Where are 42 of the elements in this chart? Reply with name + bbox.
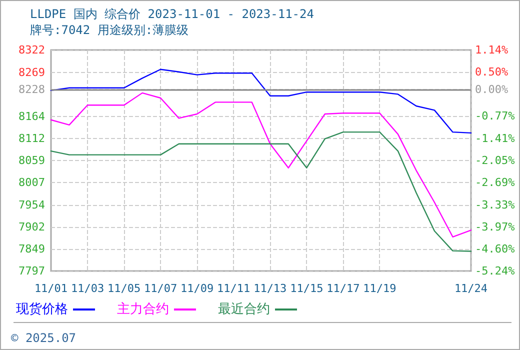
x-tick-label: 11/17 — [326, 282, 360, 295]
line-series — [50, 92, 472, 238]
x-tick-label: 11/03 — [70, 282, 104, 295]
line-series — [50, 68, 472, 134]
x-tick-label: 11/19 — [363, 282, 396, 295]
line-series — [50, 131, 472, 252]
x-tick-label: 11/01 — [34, 282, 68, 295]
y2-tick-label: 0.50% — [475, 66, 508, 79]
y-tick-label: 8322 — [18, 44, 45, 56]
x-tick-label: 11/15 — [290, 282, 324, 295]
chart-subtitle: 牌号:7042 用途级别:薄膜级 — [30, 23, 189, 37]
y-tick-label: 8164 — [18, 110, 46, 124]
y2-tick-label: -5.24% — [475, 264, 516, 278]
legend-label: 主力合约 — [117, 301, 169, 317]
y-tick-label: 8112 — [18, 132, 45, 145]
x-tick-label: 11/05 — [107, 282, 141, 295]
x-tick-label: 11/11 — [217, 282, 250, 295]
y-tick-label: 7954 — [18, 198, 46, 212]
y2-tick-label: -1.41% — [475, 132, 516, 145]
y-tick-label: 7797 — [18, 264, 45, 278]
chart-title: LLDPE 国内 综合价 2023-11-01 - 2023-11-24 — [30, 7, 314, 21]
y2-tick-label: -0.77% — [475, 110, 516, 123]
y-tick-label: 7849 — [18, 242, 45, 256]
y-tick-label: 8269 — [18, 66, 45, 79]
x-tick-label: 11/07 — [144, 282, 178, 295]
y2-tick-label: -2.69% — [475, 176, 516, 190]
y2-tick-label: -2.05% — [475, 154, 516, 167]
x-tick-label: 11/13 — [254, 282, 287, 295]
y-tick-label: 8059 — [18, 154, 45, 168]
y2-tick-label: 0.00% — [475, 82, 508, 96]
legend-label: 现货价格 — [16, 302, 68, 317]
x-tick-label: 11/09 — [180, 282, 214, 295]
x-tick-label: 11/24 — [454, 282, 488, 295]
y-tick-label: 8007 — [18, 176, 45, 190]
legend-label: 最近合约 — [218, 302, 270, 317]
y-tick-label: 7902 — [18, 220, 45, 234]
y2-tick-label: -3.33% — [475, 198, 516, 212]
y2-tick-label: -3.97% — [475, 220, 516, 234]
y-tick-label: 8228 — [18, 83, 45, 96]
y2-tick-label: 1.14% — [475, 44, 508, 56]
text: © 2025.07 — [11, 331, 76, 345]
y2-tick-label: -4.60% — [475, 242, 516, 256]
